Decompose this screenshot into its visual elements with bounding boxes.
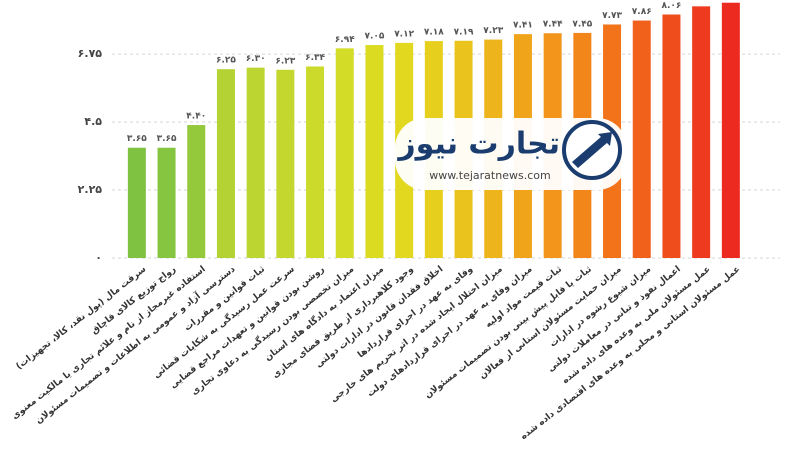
bar: [335, 48, 354, 259]
value-label: ۷.۱۹: [454, 27, 474, 37]
value-label: ۷.۱۲: [394, 29, 414, 39]
bar: [662, 14, 681, 258]
value-label: ۸.۰۶: [661, 1, 681, 11]
y-tick-label: ۲.۲۵: [78, 183, 103, 196]
bar: [127, 147, 146, 258]
value-label: ۸.۳۳: [691, 0, 711, 3]
y-tick-label: ۶.۷۵: [78, 47, 103, 60]
bar: [632, 20, 651, 259]
y-tick-label: ۴.۵: [84, 115, 102, 128]
value-label: ۴.۴۰: [186, 112, 206, 122]
y-tick-label: ۰: [95, 251, 102, 264]
bar: [187, 125, 206, 258]
value-label: ۷.۴۱: [513, 21, 533, 31]
value-label: ۷.۷۳: [602, 11, 622, 21]
value-label: ۶.۹۴: [335, 35, 355, 45]
value-label: ۷.۰۵: [364, 32, 384, 42]
value-label: ۳.۶۵: [127, 134, 147, 144]
value-label: ۷.۲۳: [483, 26, 503, 36]
bar: [157, 147, 176, 258]
x-tick-label: دسترسی آزاد و عمومی به اطلاعات و تصمیمات…: [33, 263, 238, 427]
logo-icon: [572, 132, 612, 168]
logo-url: www.tejaratnews.com: [429, 169, 550, 182]
bar: [721, 2, 740, 259]
bar: [365, 45, 384, 258]
logo: تجارت نیوز www.tejaratnews.com: [395, 118, 627, 190]
value-label: ۶.۲۵: [216, 56, 236, 66]
value-label: ۷.۱۸: [424, 28, 444, 38]
bar: [246, 67, 265, 258]
bar: [276, 69, 295, 258]
logo-name: تجارت نیوز: [396, 127, 560, 162]
bar: [306, 66, 325, 258]
value-label: ۶.۳۰: [246, 54, 266, 64]
value-label: ۷.۸۶: [632, 7, 652, 17]
value-label: ۳.۶۵: [157, 134, 177, 144]
value-label: ۷.۴۴: [543, 20, 563, 30]
value-label: ۷.۴۵: [572, 19, 592, 29]
bar: [692, 6, 711, 258]
bar: [216, 69, 235, 258]
value-label: ۶.۳۴: [305, 53, 325, 63]
value-label: ۶.۲۳: [275, 56, 295, 66]
